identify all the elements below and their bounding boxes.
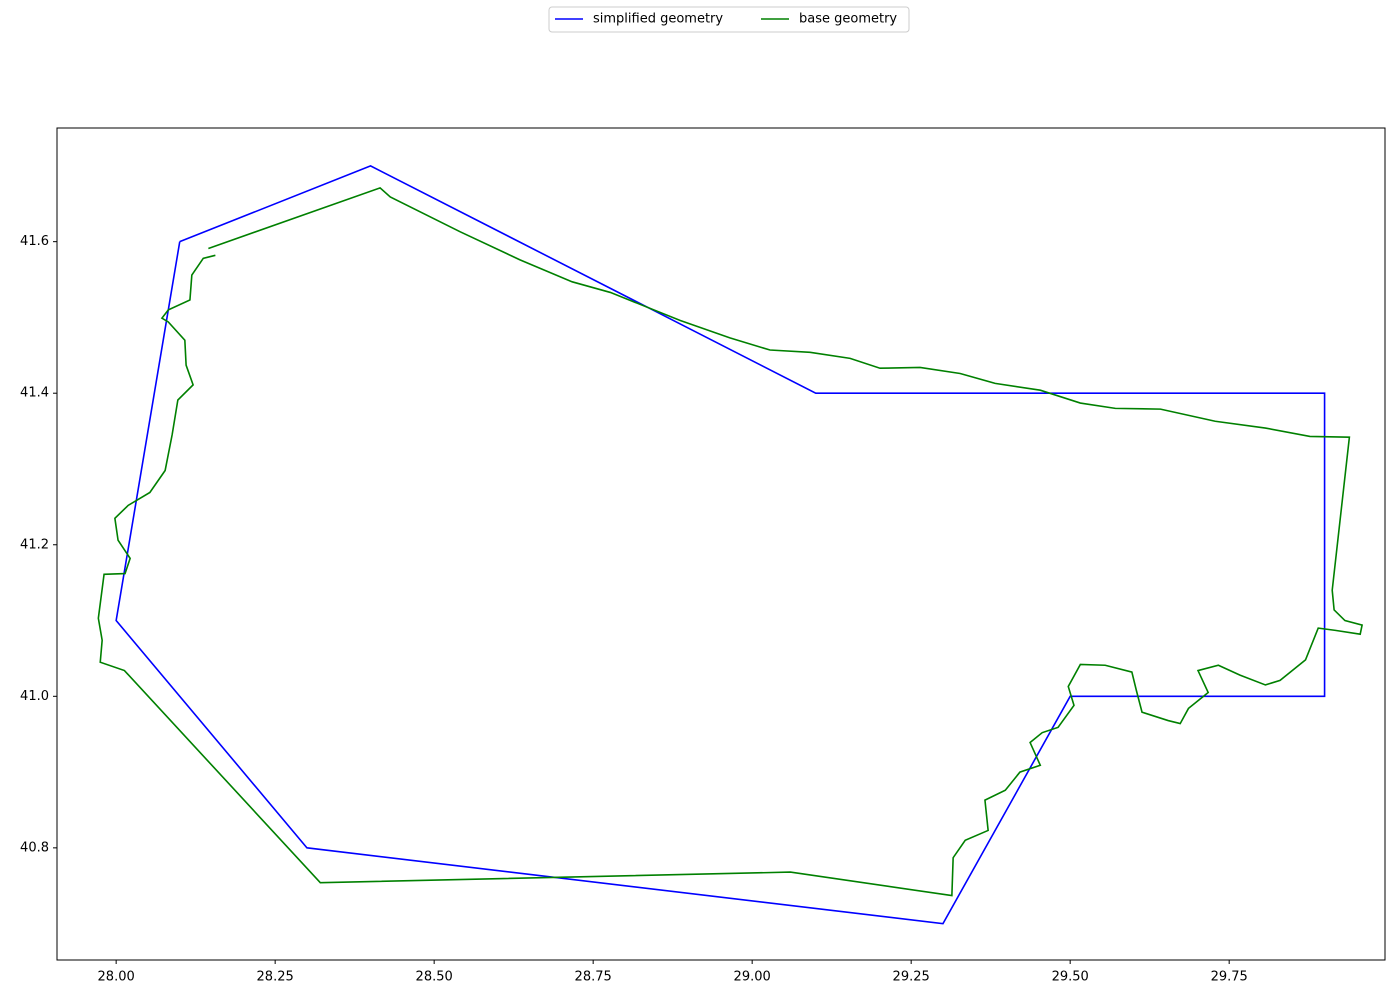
x-tick-label: 28.25 bbox=[257, 970, 294, 985]
legend-label: simplified geometry bbox=[593, 12, 723, 27]
y-tick-label: 41.6 bbox=[20, 234, 49, 249]
x-tick-label: 28.75 bbox=[575, 970, 612, 985]
x-tick-label: 29.75 bbox=[1211, 970, 1248, 985]
series-line bbox=[115, 165, 1326, 925]
x-tick-label: 29.50 bbox=[1052, 970, 1089, 985]
series-line bbox=[97, 186, 1364, 897]
legend-label: base geometry bbox=[799, 12, 897, 27]
y-tick-label: 41.2 bbox=[20, 537, 49, 552]
x-tick-label: 28.50 bbox=[416, 970, 453, 985]
plot-frame bbox=[56, 127, 1386, 961]
x-tick-label: 28.00 bbox=[98, 970, 135, 985]
y-tick-label: 41.0 bbox=[20, 689, 49, 704]
y-tick-label: 41.4 bbox=[20, 386, 49, 401]
y-tick-label: 40.8 bbox=[20, 840, 49, 855]
x-tick-label: 29.00 bbox=[734, 970, 771, 985]
legend-box bbox=[548, 6, 910, 33]
x-tick-label: 29.25 bbox=[893, 970, 930, 985]
